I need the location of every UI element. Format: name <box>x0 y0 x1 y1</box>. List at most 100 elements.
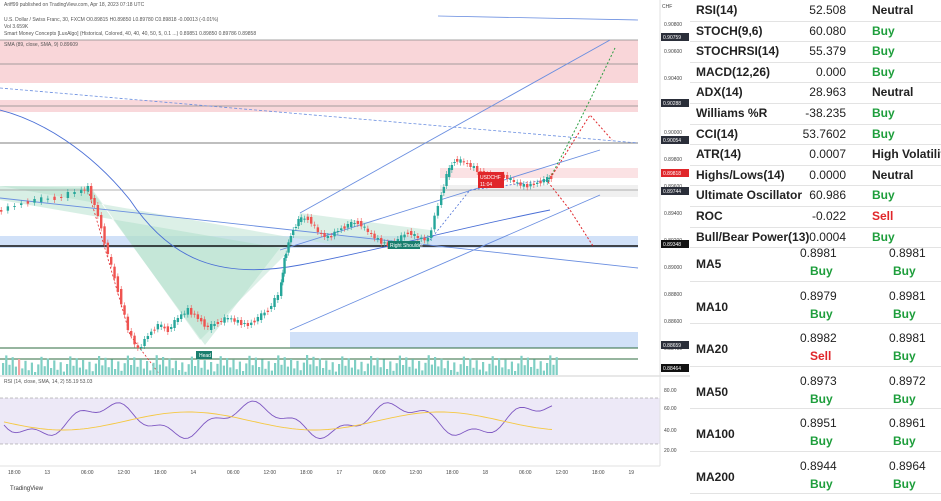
candle-body <box>516 182 519 184</box>
candle-body <box>532 183 536 185</box>
candle-body <box>173 320 176 328</box>
volume-bar <box>392 370 395 375</box>
price-level-badge <box>661 99 689 107</box>
volume-bar <box>123 363 126 375</box>
indicator-row: MACD(12,26) 0.000 Buy <box>690 62 941 84</box>
volume-bar <box>62 371 65 375</box>
volume-bar <box>2 363 5 375</box>
candle-body <box>550 176 553 179</box>
price-chart-panel[interactable]: CHF 0.908000.906000.904000.902000.900000… <box>0 0 690 501</box>
candle-body <box>373 233 376 239</box>
indicator-value: 28.963 <box>809 85 846 100</box>
ma-simple-action: Buy <box>810 434 833 448</box>
candle-body <box>13 206 16 207</box>
rsi-ma-line <box>3 411 553 431</box>
currency-label: CHF <box>662 4 672 10</box>
bullish-projection <box>547 47 616 183</box>
candle-body <box>80 189 83 193</box>
candle-body <box>260 313 263 320</box>
moving-average-row: MA200 0.8944 0.8964 Buy Buy <box>690 457 941 495</box>
volume-bar <box>85 369 88 375</box>
smc-header[interactable]: Smart Money Concepts [LuxAlgo] (Historic… <box>4 31 257 37</box>
candle-body <box>163 326 166 329</box>
candle-body <box>472 166 476 168</box>
time-tick-label: 12:00 <box>264 470 277 476</box>
volume-bar <box>334 371 337 375</box>
ma-exponential-value: 0.8964 <box>889 458 926 473</box>
time-tick-label: 12:00 <box>556 470 569 476</box>
ma-simple-value: 0.8951 <box>800 416 837 430</box>
volume-bar <box>379 367 382 375</box>
candle-body <box>300 217 303 222</box>
candle-body <box>130 331 133 336</box>
rsi-header[interactable]: RSI (14, close, SMA, 14, 2) 55.19 53.03 <box>4 379 93 385</box>
price-level-label: 0.90759 <box>663 35 681 41</box>
price-level-badge <box>661 136 689 144</box>
price-level-label: 0.89744 <box>663 189 681 195</box>
candle-body <box>383 242 386 244</box>
volume-bar <box>418 361 421 375</box>
candle-body <box>216 322 220 324</box>
ma-name: MA5 <box>696 257 722 271</box>
sma-header[interactable]: SMA (89, close, SMA, 9) 0.89609 <box>4 42 78 48</box>
volume-bar <box>264 368 267 375</box>
volume-bar <box>485 371 488 375</box>
volume-bar <box>286 366 289 375</box>
price-level-label: 0.89348 <box>663 242 681 248</box>
indicator-row: Bull/Bear Power(13) 0.0004 Buy <box>690 227 941 249</box>
indicator-value: 0.0007 <box>809 147 846 162</box>
candle-body <box>186 308 190 315</box>
volume-bar <box>30 362 33 375</box>
candle-body <box>100 215 103 229</box>
volume-bar <box>27 370 30 375</box>
price-tick-label: 0.90400 <box>664 76 682 82</box>
volume-bar <box>91 371 94 375</box>
indicator-name: CCI(14) <box>696 126 739 141</box>
volume-bar <box>270 370 273 375</box>
candle-body <box>250 322 253 325</box>
indicator-name: STOCH(9,6) <box>696 23 763 38</box>
volume-bar <box>478 369 481 375</box>
volume-bar <box>302 362 305 375</box>
ma-name: MA50 <box>696 384 729 399</box>
indicator-row: ADX(14) 28.963 Neutral <box>690 82 941 104</box>
candle-body <box>462 161 466 163</box>
candle-body <box>469 163 472 167</box>
candle-body <box>526 184 529 188</box>
indicator-value: 0.0004 <box>809 229 846 244</box>
tradingview-logo[interactable]: TradingView <box>10 486 44 492</box>
candle-body <box>183 313 186 315</box>
symbol-header[interactable]: U.S. Dollar / Swiss Franc, 30, FXCM O0.8… <box>4 17 219 23</box>
price-level-badge <box>661 240 689 248</box>
time-tick-label: 18:00 <box>446 470 459 476</box>
volume-bar <box>46 358 49 375</box>
volume-bar <box>546 363 549 375</box>
rsi-axis: 80.00 60.00 40.00 20.00 <box>664 388 677 454</box>
candle-body <box>280 282 283 296</box>
volume-bar <box>360 361 363 375</box>
volume-bar <box>174 360 177 375</box>
candle-body <box>423 237 426 241</box>
volume-bar <box>216 363 219 375</box>
volume-bar <box>248 355 251 375</box>
ma-exponential-value: 0.8981 <box>889 331 926 345</box>
time-tick-label: 06:00 <box>81 470 94 476</box>
volume-bar <box>322 368 325 375</box>
candle-body <box>156 324 160 330</box>
candle-body <box>140 347 143 348</box>
volume-bar <box>443 368 446 375</box>
chart-canvas[interactable]: CHF 0.908000.906000.904000.902000.900000… <box>0 0 690 501</box>
volume-bar <box>350 367 353 375</box>
ma-simple-value: 0.8973 <box>800 373 837 388</box>
candle-body <box>360 221 363 227</box>
volume-bar <box>328 369 331 375</box>
volume-bar <box>197 358 200 375</box>
volume-bar <box>504 359 507 375</box>
indicator-row: ATR(14) 0.0007 High Volatility <box>690 144 941 166</box>
volume-bar <box>24 360 27 375</box>
supply-zone-small <box>440 168 638 178</box>
time-tick-label: 17 <box>337 470 343 476</box>
candle-body <box>86 186 90 192</box>
volume-bar <box>152 362 155 375</box>
volume-bar <box>386 369 389 375</box>
